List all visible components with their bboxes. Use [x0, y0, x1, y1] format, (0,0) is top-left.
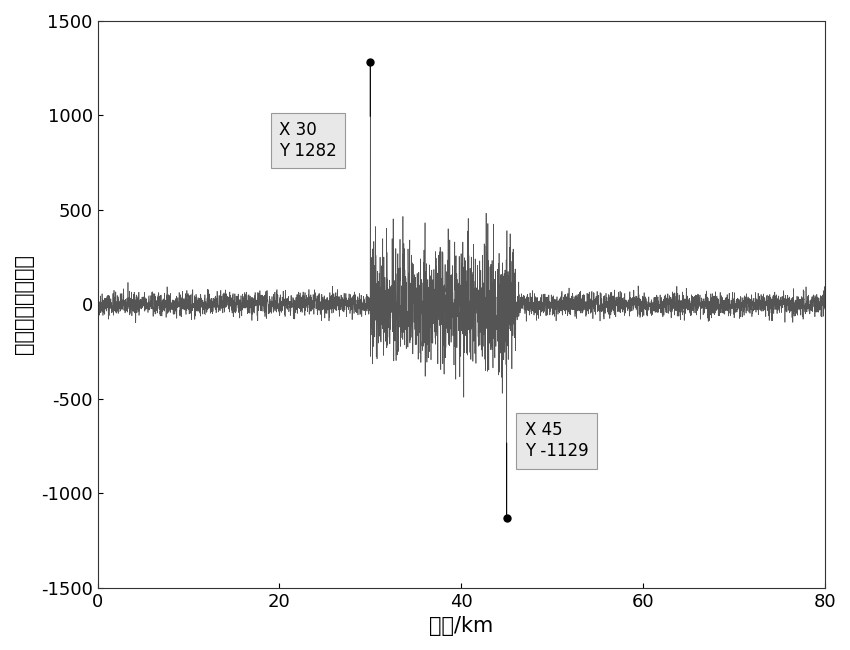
Text: X 45
Y -1129: X 45 Y -1129 [524, 421, 588, 460]
Text: X 30
Y 1282: X 30 Y 1282 [280, 121, 337, 160]
X-axis label: 距离/km: 距离/km [429, 616, 493, 636]
Y-axis label: 回波时延估计结果: 回波时延估计结果 [14, 254, 34, 354]
